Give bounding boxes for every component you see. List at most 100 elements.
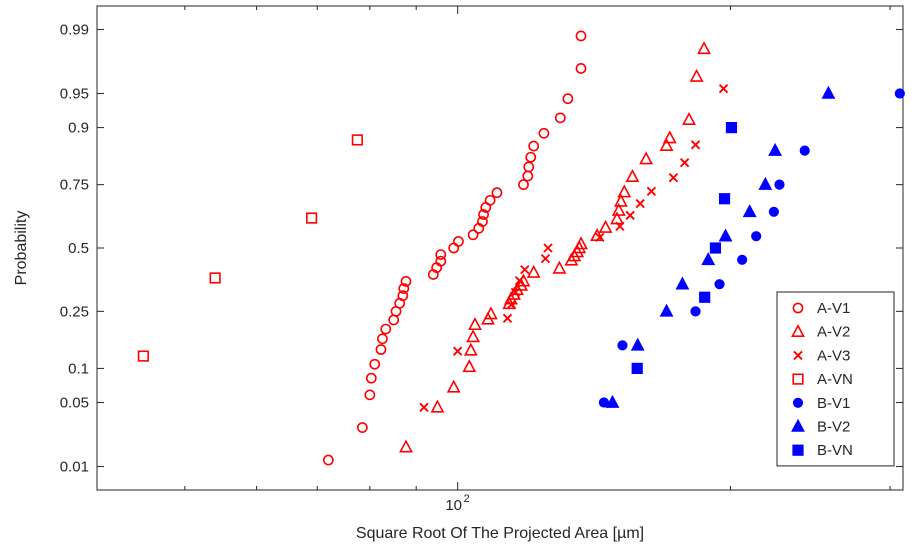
data-point xyxy=(526,264,541,278)
data-point xyxy=(718,228,733,242)
legend-label: A-VN xyxy=(817,371,853,388)
y-tick-label: 0.01 xyxy=(60,459,89,476)
data-point xyxy=(209,272,221,284)
data-point xyxy=(611,202,626,216)
data-point xyxy=(617,184,632,198)
series-a-v1 xyxy=(322,30,587,466)
data-point xyxy=(397,290,409,302)
y-tick-label: 0.9 xyxy=(68,120,89,137)
data-point xyxy=(525,151,537,163)
data-point xyxy=(682,111,696,125)
series-b-vn xyxy=(631,121,738,375)
plot-area xyxy=(96,5,904,491)
data-point xyxy=(375,344,387,355)
data-point xyxy=(699,291,711,303)
y-tick-label: 0.05 xyxy=(60,395,89,412)
legend-box xyxy=(776,291,895,467)
data-point xyxy=(689,68,704,82)
data-point xyxy=(690,306,701,317)
data-point xyxy=(137,350,149,362)
data-point xyxy=(478,209,489,220)
data-point xyxy=(701,252,716,266)
data-point xyxy=(613,193,628,207)
data-point xyxy=(430,399,445,413)
legend-item: B-VN xyxy=(792,442,853,459)
data-point xyxy=(668,172,679,183)
data-point xyxy=(510,287,521,298)
y-tick-label: 0.25 xyxy=(60,303,89,320)
data-point xyxy=(483,306,498,320)
data-point xyxy=(351,134,363,146)
x-axis-label: Square Root Of The Projected Area [µm] xyxy=(356,525,644,542)
data-point xyxy=(463,342,478,356)
data-point xyxy=(662,130,677,144)
data-point xyxy=(718,193,731,205)
legend-marker xyxy=(791,418,805,432)
data-point xyxy=(398,283,410,294)
data-point xyxy=(639,151,654,165)
data-point xyxy=(659,137,674,151)
data-point xyxy=(400,276,412,287)
data-point xyxy=(523,161,535,173)
data-series xyxy=(137,30,905,466)
data-point xyxy=(452,346,463,356)
data-point xyxy=(380,323,392,335)
data-point xyxy=(538,127,550,139)
legend-item: A-VN xyxy=(792,371,853,388)
data-point xyxy=(540,253,551,264)
data-point xyxy=(528,140,540,152)
y-axis-label: Probability xyxy=(13,211,30,286)
legend-label: A-V1 xyxy=(817,300,850,317)
data-point xyxy=(306,212,318,224)
data-point xyxy=(758,176,773,190)
data-point xyxy=(615,221,625,232)
series-a-v3 xyxy=(419,84,729,412)
data-point xyxy=(697,41,711,55)
data-point xyxy=(799,145,810,156)
data-point xyxy=(774,179,785,190)
data-point xyxy=(369,358,381,370)
x-tick-label: 10 xyxy=(445,497,462,514)
legend-marker xyxy=(791,324,805,338)
x-axis: 10 2 xyxy=(96,6,891,514)
data-point xyxy=(617,340,628,351)
data-point xyxy=(605,394,620,408)
data-point xyxy=(554,112,566,124)
legend-label: A-V3 xyxy=(817,347,850,364)
data-point xyxy=(356,422,368,433)
series-b-v1 xyxy=(598,88,905,408)
data-point xyxy=(377,333,388,345)
legend-item: A-V2 xyxy=(791,324,850,341)
data-point xyxy=(518,179,529,191)
legend-item: B-V2 xyxy=(791,418,850,436)
data-point xyxy=(690,140,701,150)
series-b-v2 xyxy=(605,85,836,408)
data-point xyxy=(574,236,588,250)
y-axis: 0.01 0.05 0.1 0.25 0.5 0.75 0.9 0.95 0.99 xyxy=(60,21,903,476)
data-point xyxy=(646,186,657,196)
data-point xyxy=(364,389,376,401)
data-point xyxy=(468,317,482,331)
legend-item: A-V1 xyxy=(792,300,850,317)
y-tick-label: 0.99 xyxy=(60,21,89,38)
data-point xyxy=(894,88,905,99)
data-point xyxy=(625,210,635,220)
data-point xyxy=(543,243,553,253)
legend: A-V1 A-V2 A-V3 A-VN B-V1 B-V2 B-VN xyxy=(776,291,895,467)
data-point xyxy=(552,260,567,274)
series-a-vn xyxy=(137,134,363,362)
data-point xyxy=(737,254,748,265)
legend-item: A-V3 xyxy=(793,347,850,364)
data-point xyxy=(477,216,488,227)
data-point xyxy=(484,194,496,206)
data-point xyxy=(751,231,762,242)
legend-label: A-V2 xyxy=(817,324,850,341)
data-point xyxy=(595,232,605,243)
x-tick-label-exponent: 2 xyxy=(464,493,470,505)
legend-marker xyxy=(792,444,804,456)
legend-marker xyxy=(792,373,804,385)
legend-item: B-V1 xyxy=(792,395,850,412)
data-point xyxy=(679,158,690,168)
legend-marker xyxy=(792,302,804,314)
